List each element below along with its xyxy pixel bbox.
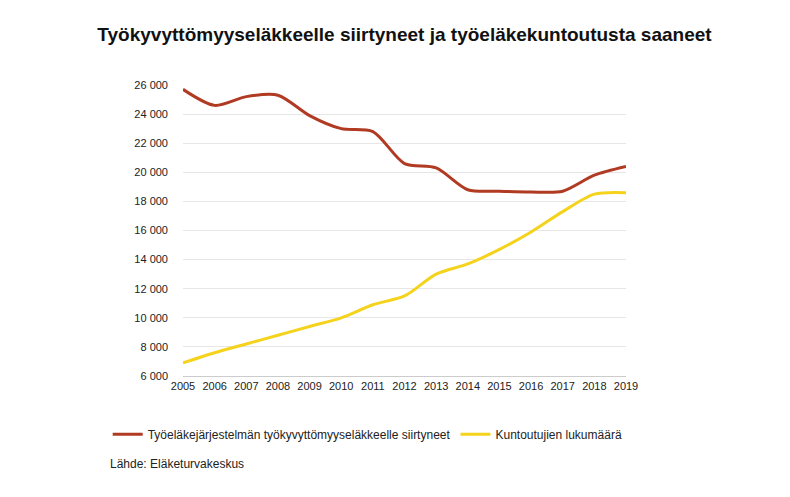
svg-text:2007: 2007 xyxy=(234,380,258,392)
svg-text:2016: 2016 xyxy=(519,380,543,392)
svg-text:2012: 2012 xyxy=(392,380,416,392)
svg-text:24 000: 24 000 xyxy=(134,108,168,120)
svg-text:2018: 2018 xyxy=(582,380,606,392)
svg-text:2010: 2010 xyxy=(329,380,353,392)
svg-text:Lähde: Eläketurvakeskus: Lähde: Eläketurvakeskus xyxy=(110,457,244,471)
svg-text:2008: 2008 xyxy=(266,380,290,392)
svg-text:2017: 2017 xyxy=(550,380,574,392)
svg-text:14 000: 14 000 xyxy=(134,253,168,265)
svg-text:20 000: 20 000 xyxy=(134,166,168,178)
svg-text:Kuntoutujien lukumäärä: Kuntoutujien lukumäärä xyxy=(495,428,621,442)
svg-text:22 000: 22 000 xyxy=(134,137,168,149)
svg-text:2014: 2014 xyxy=(456,380,480,392)
svg-text:10 000: 10 000 xyxy=(134,312,168,324)
svg-text:2009: 2009 xyxy=(297,380,321,392)
svg-text:18 000: 18 000 xyxy=(134,195,168,207)
svg-text:6 000: 6 000 xyxy=(140,370,168,382)
svg-text:2006: 2006 xyxy=(202,380,226,392)
svg-text:12 000: 12 000 xyxy=(134,283,168,295)
svg-text:8 000: 8 000 xyxy=(140,341,168,353)
svg-text:2011: 2011 xyxy=(361,380,385,392)
svg-text:26 000: 26 000 xyxy=(134,79,168,91)
svg-text:2005: 2005 xyxy=(171,380,195,392)
svg-text:Työkyvyttömyyseläkkeelle siirt: Työkyvyttömyyseläkkeelle siirtyneet ja t… xyxy=(97,24,712,45)
svg-text:2015: 2015 xyxy=(487,380,511,392)
svg-text:2019: 2019 xyxy=(614,380,638,392)
svg-text:2013: 2013 xyxy=(424,380,448,392)
svg-text:Työeläkejärjestelmän työkyvytt: Työeläkejärjestelmän työkyvyttömyyseläkk… xyxy=(148,428,451,442)
svg-text:16 000: 16 000 xyxy=(134,224,168,236)
